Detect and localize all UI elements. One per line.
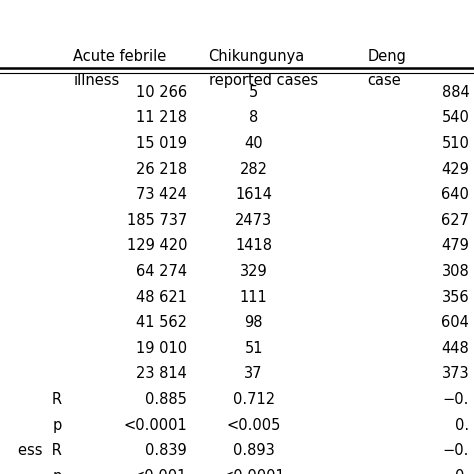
Text: 129 420: 129 420 bbox=[127, 238, 187, 254]
Text: 640: 640 bbox=[441, 187, 469, 202]
Text: 2473: 2473 bbox=[235, 213, 272, 228]
Text: ess  R: ess R bbox=[18, 443, 62, 458]
Text: <0.001: <0.001 bbox=[133, 469, 187, 474]
Text: 510: 510 bbox=[441, 136, 469, 151]
Text: 0.712: 0.712 bbox=[233, 392, 274, 407]
Text: 37: 37 bbox=[244, 366, 263, 382]
Text: <0.005: <0.005 bbox=[227, 418, 281, 433]
Text: 111: 111 bbox=[240, 290, 267, 305]
Text: 373: 373 bbox=[442, 366, 469, 382]
Text: Chikungunya: Chikungunya bbox=[209, 49, 305, 64]
Text: 0.839: 0.839 bbox=[146, 443, 187, 458]
Text: 64 274: 64 274 bbox=[136, 264, 187, 279]
Text: 5: 5 bbox=[249, 85, 258, 100]
Text: 0.: 0. bbox=[455, 469, 469, 474]
Text: 356: 356 bbox=[442, 290, 469, 305]
Text: 627: 627 bbox=[441, 213, 469, 228]
Text: 308: 308 bbox=[441, 264, 469, 279]
Text: 282: 282 bbox=[239, 162, 268, 177]
Text: Acute febrile: Acute febrile bbox=[73, 49, 167, 64]
Text: 98: 98 bbox=[244, 315, 263, 330]
Text: 0.893: 0.893 bbox=[233, 443, 274, 458]
Text: 0.885: 0.885 bbox=[146, 392, 187, 407]
Text: −0.: −0. bbox=[443, 443, 469, 458]
Text: 11 218: 11 218 bbox=[136, 110, 187, 126]
Text: p: p bbox=[52, 469, 62, 474]
Text: 26 218: 26 218 bbox=[136, 162, 187, 177]
Text: 19 010: 19 010 bbox=[136, 341, 187, 356]
Text: case: case bbox=[367, 73, 401, 88]
Text: 604: 604 bbox=[441, 315, 469, 330]
Text: −0.: −0. bbox=[443, 392, 469, 407]
Text: 1418: 1418 bbox=[235, 238, 272, 254]
Text: 429: 429 bbox=[441, 162, 469, 177]
Text: illness: illness bbox=[73, 73, 120, 88]
Text: 185 737: 185 737 bbox=[127, 213, 187, 228]
Text: 15 019: 15 019 bbox=[136, 136, 187, 151]
Text: 884: 884 bbox=[441, 85, 469, 100]
Text: 10 266: 10 266 bbox=[136, 85, 187, 100]
Text: R: R bbox=[52, 392, 62, 407]
Text: p: p bbox=[52, 418, 62, 433]
Text: 8: 8 bbox=[249, 110, 258, 126]
Text: <0.0001: <0.0001 bbox=[124, 418, 187, 433]
Text: reported cases: reported cases bbox=[209, 73, 318, 88]
Text: 23 814: 23 814 bbox=[137, 366, 187, 382]
Text: 41 562: 41 562 bbox=[136, 315, 187, 330]
Text: 40: 40 bbox=[244, 136, 263, 151]
Text: 0.: 0. bbox=[455, 418, 469, 433]
Text: Deng: Deng bbox=[367, 49, 406, 64]
Text: 540: 540 bbox=[441, 110, 469, 126]
Text: 329: 329 bbox=[240, 264, 267, 279]
Text: 73 424: 73 424 bbox=[136, 187, 187, 202]
Text: 448: 448 bbox=[441, 341, 469, 356]
Text: 479: 479 bbox=[441, 238, 469, 254]
Text: 51: 51 bbox=[244, 341, 263, 356]
Text: 48 621: 48 621 bbox=[136, 290, 187, 305]
Text: <0.0001: <0.0001 bbox=[222, 469, 285, 474]
Text: 1614: 1614 bbox=[235, 187, 272, 202]
